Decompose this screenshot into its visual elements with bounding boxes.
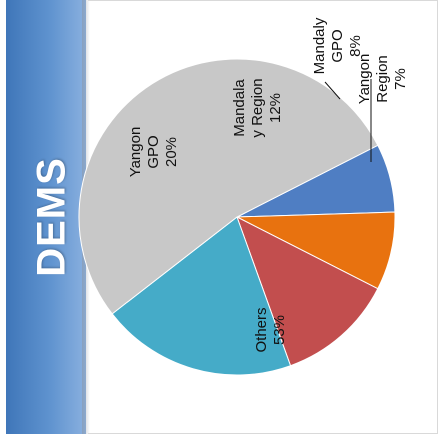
slice-label-line: Yangon — [127, 127, 144, 178]
slice-label-line: 12% — [267, 93, 284, 123]
leader-line-mandalay-gpo — [324, 81, 341, 100]
side-title-bar: DEMS — [6, 0, 86, 434]
slice-label-line: Others — [253, 307, 270, 352]
pie-slice-yangon-gpo — [111, 216, 292, 376]
slice-label-yangon-region: YangonRegion7% — [356, 54, 409, 105]
slice-label-line: 8% — [347, 35, 364, 57]
slice-label-line: 20% — [163, 137, 180, 167]
slice-label-line: Mandala — [231, 79, 248, 137]
slice-label-line: GPO — [145, 135, 162, 168]
slice-label-line: 7% — [392, 68, 409, 90]
slice-label-mandalay-gpo: MandalyGPO8% — [311, 17, 364, 74]
slice-label-line: y Region — [249, 78, 266, 137]
slice-label-line: GPO — [329, 29, 346, 62]
slice-label-line: Mandaly — [311, 17, 328, 74]
slice-label-line: Region — [374, 55, 391, 103]
slice-label-line: Yangon — [356, 54, 373, 105]
slice-label-line: 53% — [271, 315, 288, 345]
slice-label-others: Others53% — [253, 307, 288, 352]
pie-slice-others — [78, 58, 379, 315]
slice-label-yangon-gpo: YangonGPO20% — [127, 127, 180, 178]
pie-slice-mandalay-region — [236, 215, 379, 367]
slice-label-mandalay-region: Mandalay Region12% — [231, 78, 284, 137]
